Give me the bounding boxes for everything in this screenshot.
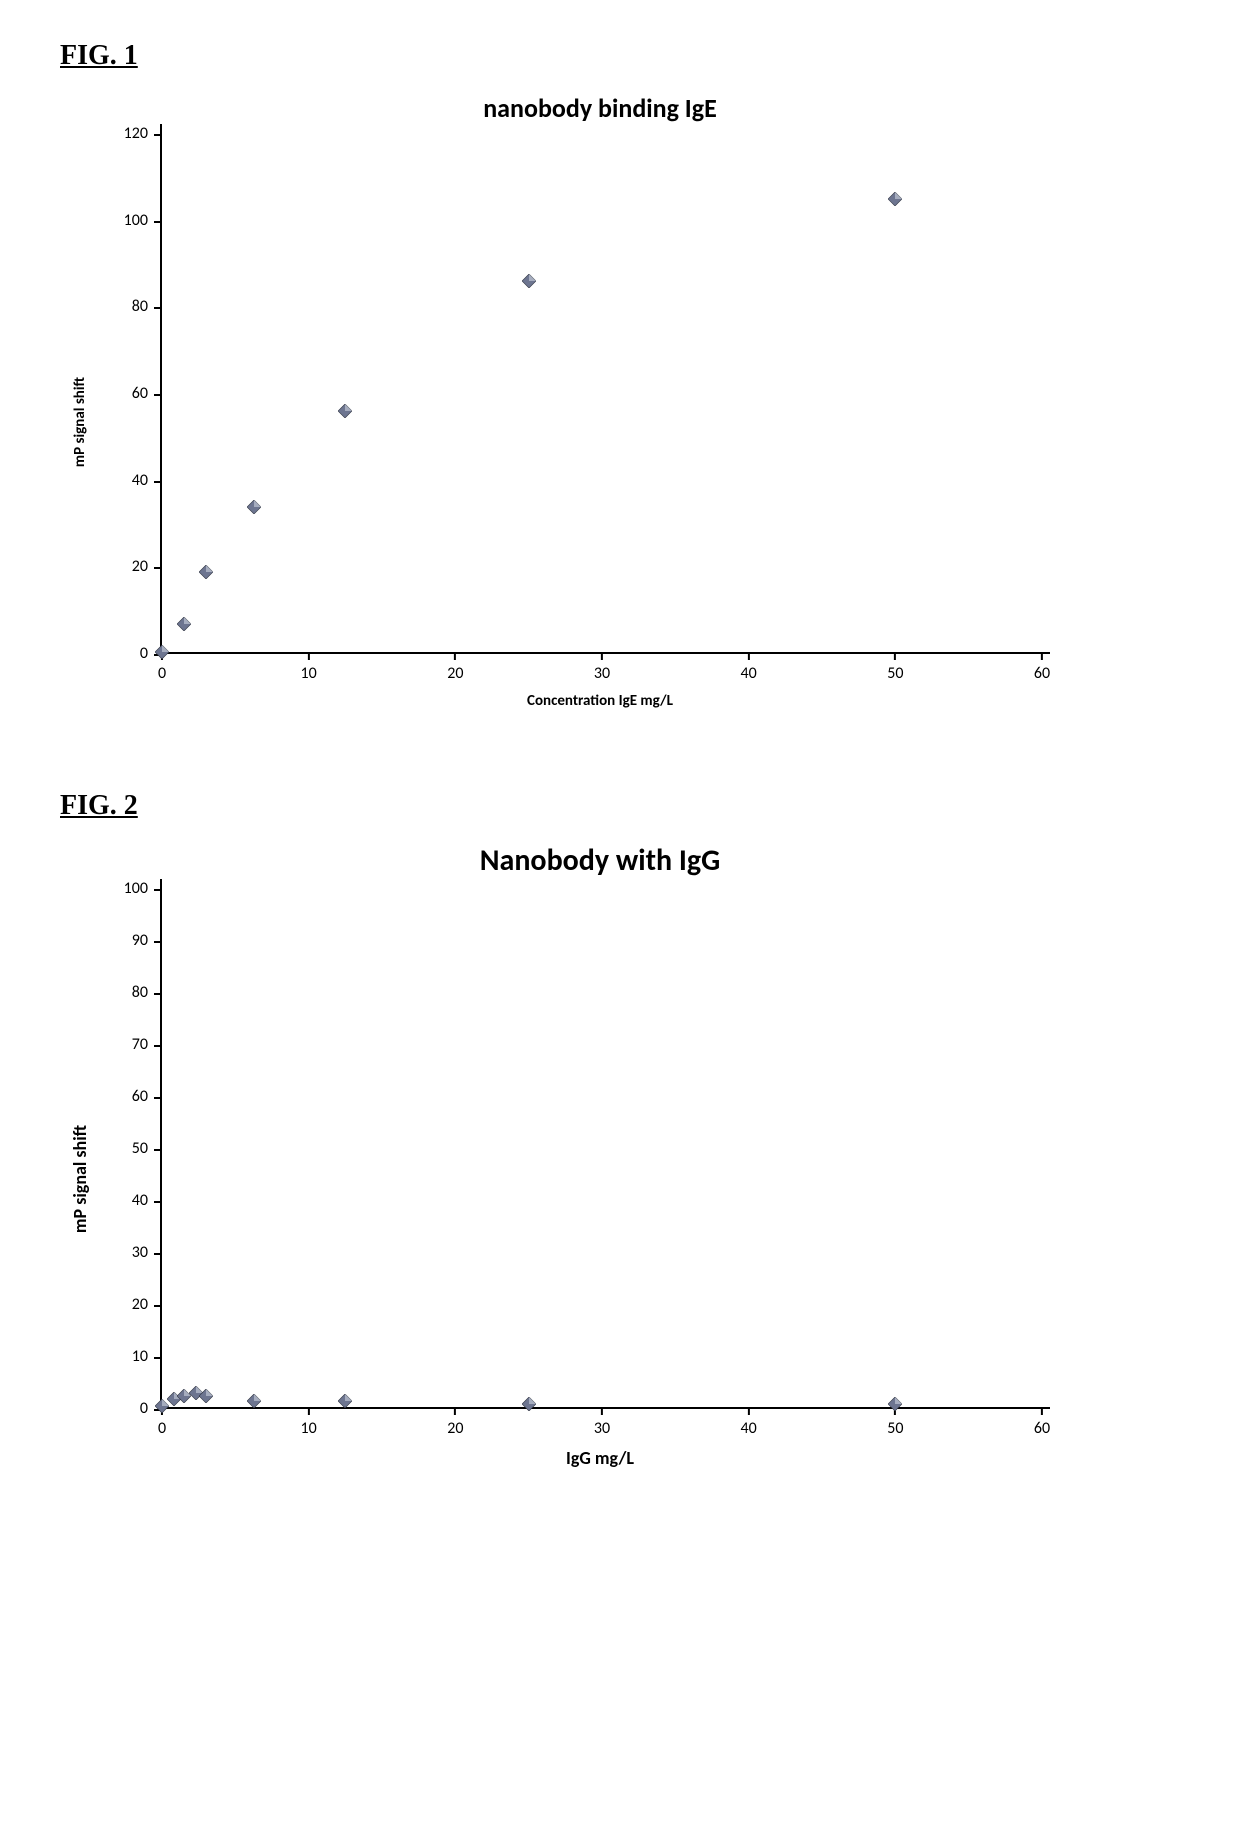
x-axis-label: IgG mg/L [160,1447,1040,1469]
x-tick-label: 30 [594,652,610,682]
data-point [888,1397,902,1411]
y-tick-label: 100 [114,881,162,897]
y-tick-label: 50 [114,1141,162,1157]
x-tick-label: 10 [301,1407,317,1437]
y-tick-label: 10 [114,1349,162,1365]
data-point [155,645,169,659]
data-point [199,1389,213,1403]
y-tick-label: 120 [114,126,162,142]
data-point [199,565,213,579]
y-tick-label: 70 [114,1037,162,1053]
x-tick-label: 20 [447,1407,463,1437]
y-tick-label: 40 [114,1193,162,1209]
y-tick-label: 100 [114,213,162,229]
x-tick-label: 40 [741,652,757,682]
data-point [177,617,191,631]
y-tick-label: 20 [114,1297,162,1313]
figure-block: FIG. 1 nanobody binding IgE mP signal shif… [60,40,1180,710]
y-tick-label: 80 [114,985,162,1001]
chart-title: nanobody binding IgE [160,92,1040,124]
y-tick-label: 20 [114,559,162,575]
figure-label: FIG. 1 [60,40,1180,72]
x-tick-label: 30 [594,1407,610,1437]
y-tick-label: 60 [114,1089,162,1105]
chart-wrap: mP signal shift0102030405060708090100010… [160,889,1040,1469]
y-axis-label: mP signal shift [69,1125,91,1233]
data-point [522,274,536,288]
data-point [888,192,902,206]
y-tick-label: 30 [114,1245,162,1261]
y-tick-label: 40 [114,473,162,489]
data-point [247,500,261,514]
x-tick-label: 60 [1034,652,1050,682]
y-tick-label: 60 [114,386,162,402]
chart-title: Nanobody with IgG [160,842,1040,879]
x-tick-label: 50 [887,1407,903,1437]
x-tick-label: 40 [741,1407,757,1437]
data-point [338,404,352,418]
plot-area: 0204060801001200102030405060 [160,134,1040,654]
data-point [338,1394,352,1408]
x-tick-label: 60 [1034,1407,1050,1437]
y-axis-label: mP signal shift [71,377,89,467]
x-tick-label: 20 [447,652,463,682]
x-tick-label: 50 [887,652,903,682]
chart-wrap: mP signal shift0204060801001200102030405… [160,134,1040,710]
data-point [247,1394,261,1408]
figure-label: FIG. 2 [60,790,1180,822]
x-axis-label: Concentration IgE mg/L [160,692,1040,710]
y-tick-label: 80 [114,299,162,315]
y-tick-label: 90 [114,933,162,949]
data-point [522,1397,536,1411]
figure-block: FIG. 2 Nanobody with IgG mP signal shift 01… [60,790,1180,1469]
plot-area: 01020304050607080901000102030405060 [160,889,1040,1409]
x-tick-label: 10 [301,652,317,682]
